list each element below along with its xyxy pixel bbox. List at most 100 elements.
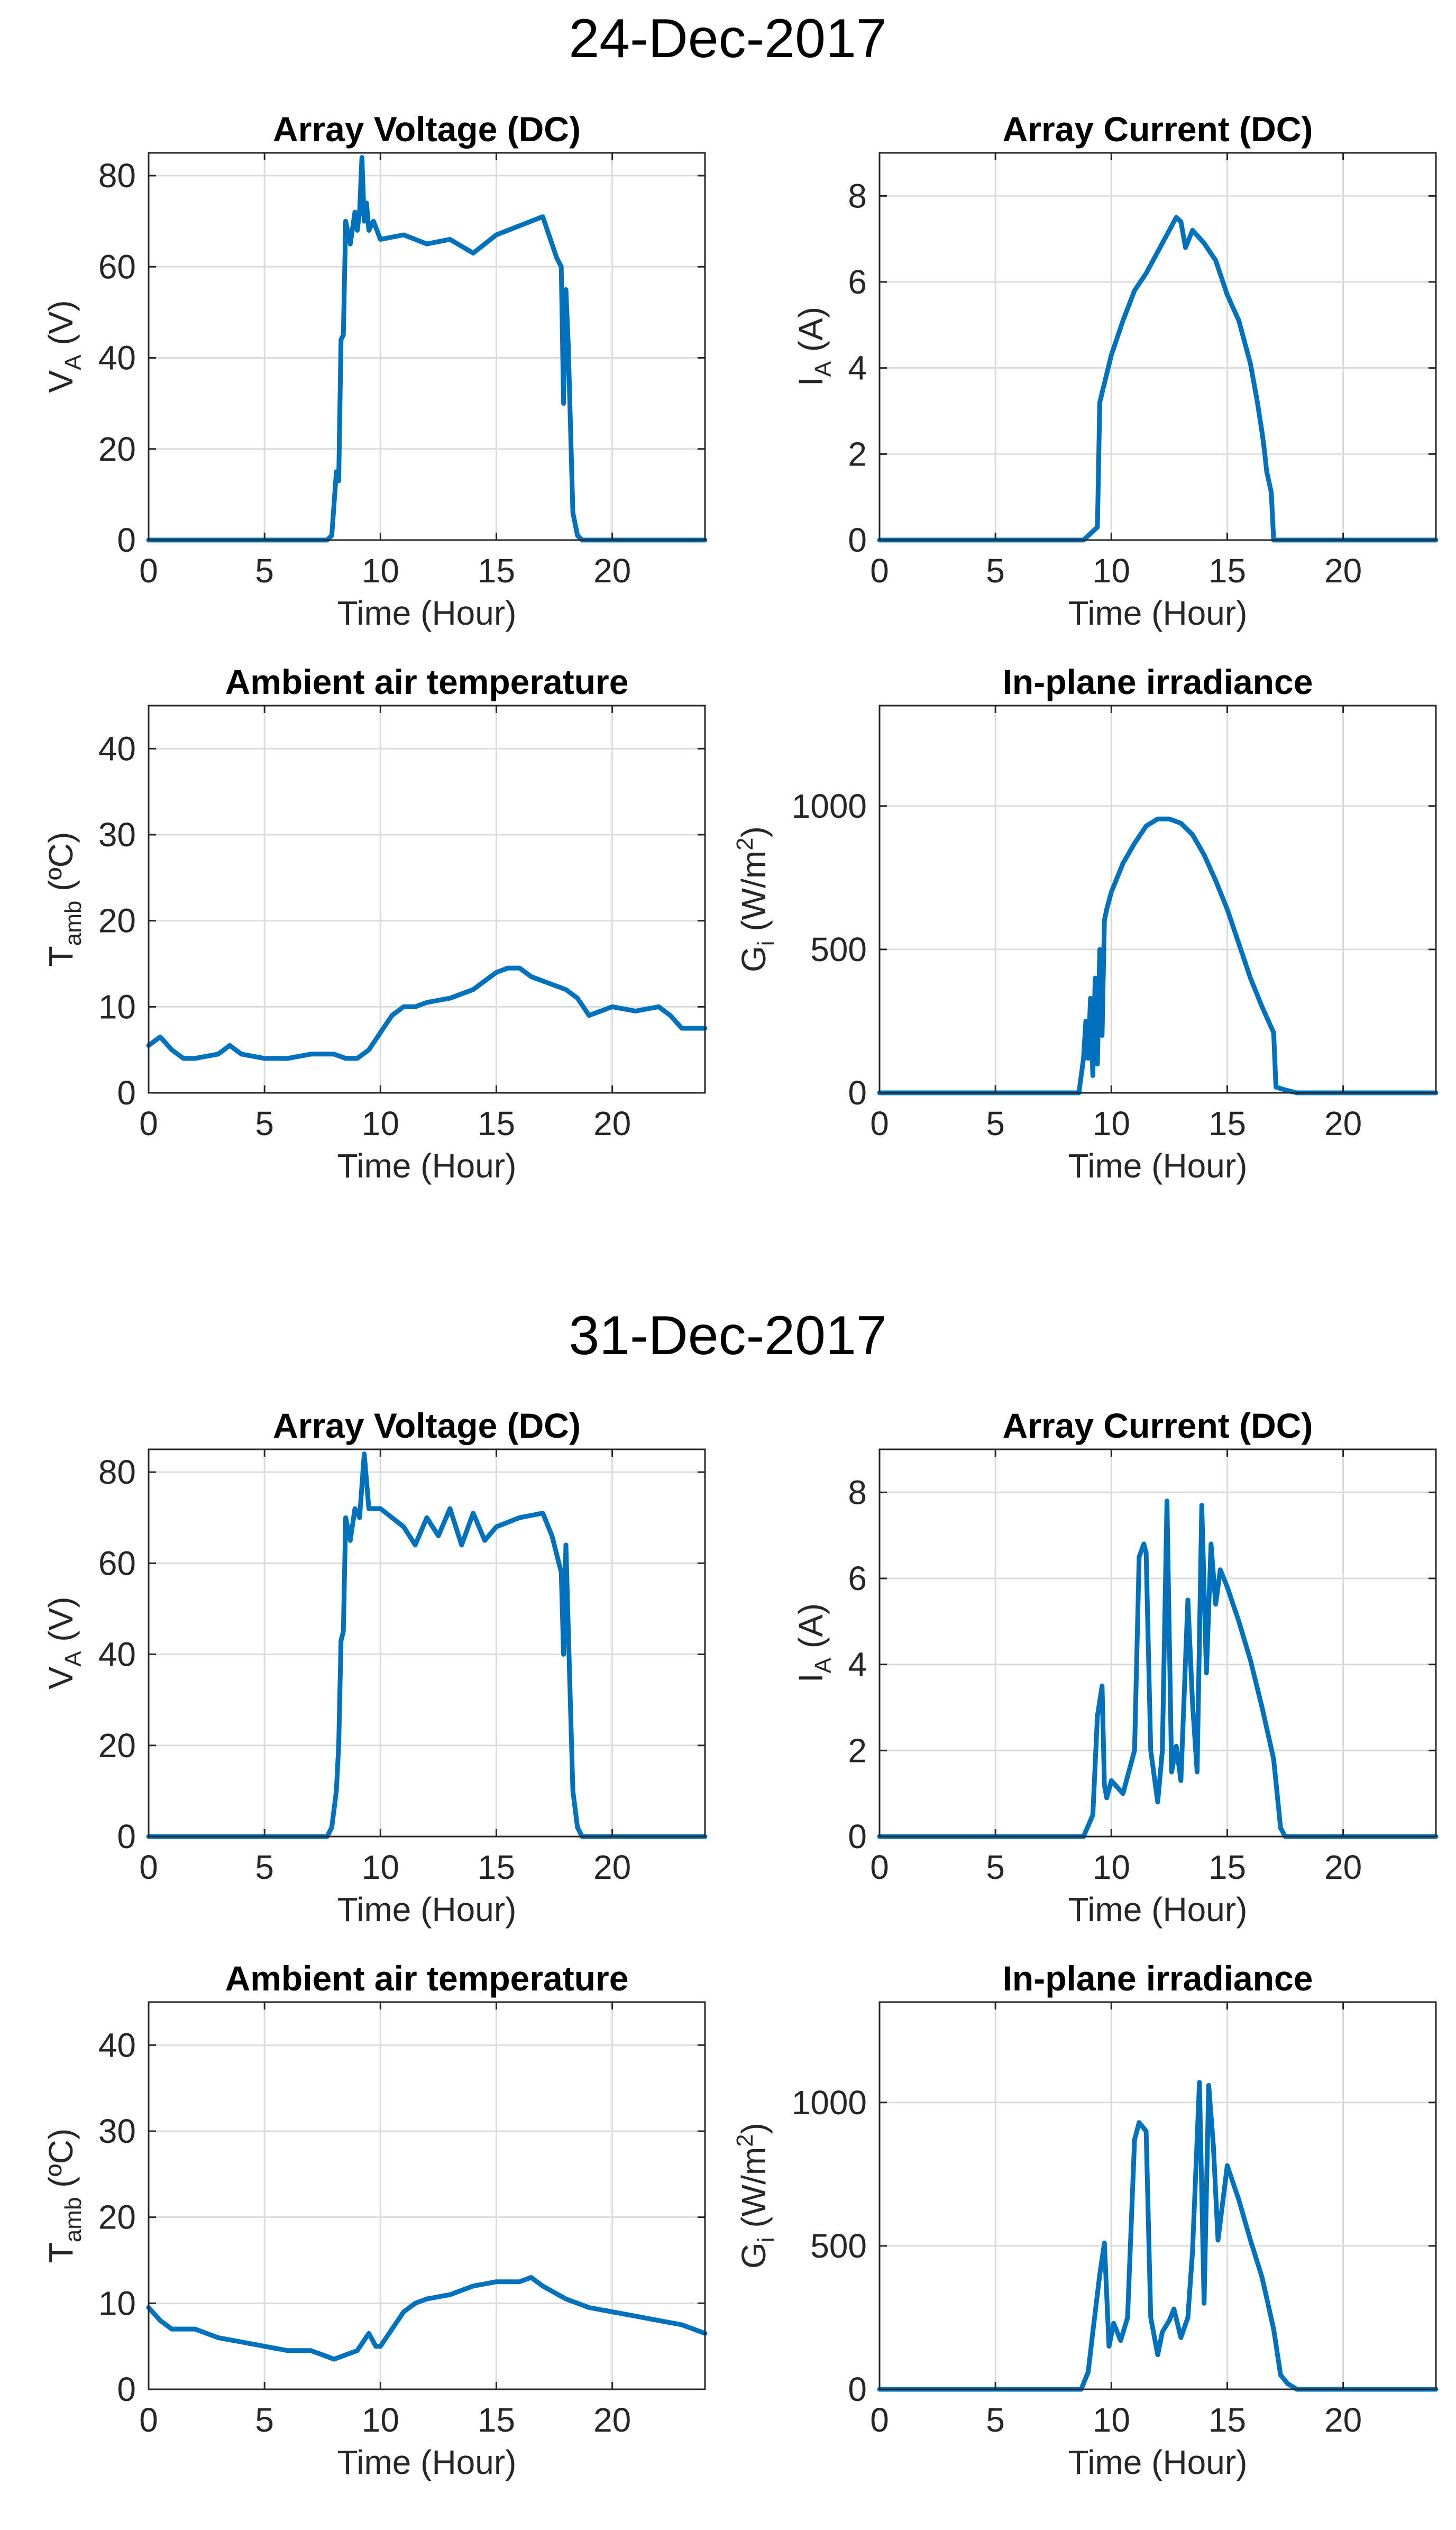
x-tick-label: 5: [986, 552, 1005, 590]
y-tick-label: 60: [98, 1544, 136, 1582]
data-series-line: [877, 2080, 1439, 2392]
y-tick-label: 8: [848, 1473, 867, 1511]
x-tick-label: 0: [870, 2401, 889, 2439]
y-tick-label: 20: [98, 1727, 136, 1765]
x-axis-label: Time (Hour): [337, 1147, 517, 1185]
x-tick-label: 10: [1093, 552, 1130, 590]
y-axis-label: VA (V): [42, 300, 86, 392]
y-tick-label: 8: [848, 177, 867, 215]
axes-box: [878, 152, 1437, 541]
x-tick-label: 5: [986, 2401, 1005, 2439]
x-tick-label: 10: [362, 552, 399, 590]
x-tick-label: 5: [255, 2401, 274, 2439]
subplot-1: 0 5 10 15 20 0 20 40 60 80 Array Voltage (DC) Time …: [42, 109, 708, 632]
y-tick-label: 4: [848, 1646, 867, 1684]
x-tick-label: 15: [1208, 1104, 1246, 1143]
y-axis-label: Tamb (ºC): [42, 2129, 86, 2263]
axes-box: [878, 705, 1437, 1094]
x-tick-label: 5: [255, 1848, 274, 1886]
subplot-title: Ambient air temperature: [225, 1959, 629, 1998]
x-tick-label: 15: [1208, 2401, 1246, 2439]
x-tick-label: 5: [255, 552, 274, 590]
y-tick-label: 80: [98, 157, 136, 195]
x-tick-label: 20: [593, 2401, 631, 2439]
x-tick-label: 0: [139, 2401, 158, 2439]
y-tick-label: 1000: [792, 787, 867, 825]
y-tick-label: 80: [98, 1453, 136, 1491]
y-tick-label: 40: [98, 339, 136, 377]
plot-area: [149, 153, 705, 540]
x-tick-label: 10: [1093, 1104, 1130, 1143]
x-tick-label: 20: [1324, 2401, 1362, 2439]
x-axis-label: Time (Hour): [1068, 1890, 1248, 1929]
subplot-title: Array Voltage (DC): [273, 109, 581, 149]
axes-box: [148, 705, 706, 1094]
x-tick-label: 15: [478, 552, 515, 590]
subplot-2: 0 5 10 15 20 0 2 4 6 8 Array Current (DC) Time (Hou…: [792, 109, 1439, 632]
subplot-7: 0 5 10 15 20 0 10 20 30 40 Ambient air temperature…: [42, 1959, 708, 2481]
x-tick-label: 15: [478, 1104, 515, 1143]
y-tick-label: 40: [98, 2026, 136, 2064]
x-tick-label: 20: [593, 552, 631, 590]
plot-area: [880, 153, 1436, 540]
x-tick-label: 20: [1324, 552, 1362, 590]
data-series-line: [877, 215, 1439, 543]
x-tick-label: 5: [255, 1104, 274, 1143]
x-axis-label: Time (Hour): [1068, 2443, 1248, 2481]
y-tick-label: 1000: [792, 2084, 867, 2122]
y-tick-label: 20: [98, 902, 136, 940]
x-tick-label: 0: [139, 552, 158, 590]
y-tick-label: 500: [810, 930, 867, 969]
y-axis-label: Gi (W/m2): [732, 826, 779, 972]
y-tick-label: 40: [98, 729, 136, 768]
x-tick-label: 20: [1324, 1848, 1362, 1886]
subplot-6: 0 5 10 15 20 0 2 4 6 8 Array Current (DC) Time (Hou…: [792, 1406, 1439, 1929]
subplot-title: Array Current (DC): [1003, 109, 1313, 149]
y-tick-label: 6: [848, 263, 867, 301]
y-tick-label: 40: [98, 1636, 136, 1674]
axes-box: [148, 2001, 706, 2390]
y-tick-label: 0: [848, 521, 867, 559]
axes-box: [878, 1448, 1437, 1838]
y-tick-label: 10: [98, 2284, 136, 2322]
y-tick-label: 20: [98, 430, 136, 468]
data-series-line: [146, 155, 708, 543]
subplot-title: Array Voltage (DC): [273, 1406, 581, 1445]
x-axis-label: Time (Hour): [337, 2443, 517, 2481]
y-axis-label: IA (A): [792, 1603, 836, 1683]
x-tick-label: 0: [139, 1848, 158, 1886]
plot-area: [880, 706, 1436, 1093]
x-tick-label: 15: [1208, 552, 1246, 590]
x-tick-label: 20: [1324, 1104, 1362, 1143]
subplot-title: In-plane irradiance: [1003, 662, 1313, 701]
y-tick-label: 0: [848, 1074, 867, 1112]
y-tick-label: 0: [117, 1817, 136, 1856]
subplot-title: In-plane irradiance: [1003, 1959, 1313, 1998]
x-tick-label: 10: [362, 1104, 399, 1143]
x-tick-label: 10: [362, 2401, 399, 2439]
y-tick-label: 2: [848, 435, 867, 473]
plot-area: [880, 2002, 1436, 2389]
x-axis-label: Time (Hour): [1068, 594, 1248, 632]
x-axis-label: Time (Hour): [337, 1890, 517, 1929]
data-series-line: [146, 965, 708, 1061]
x-tick-label: 0: [870, 1104, 889, 1143]
y-axis-label: IA (A): [792, 307, 836, 386]
data-series-line: [146, 2275, 708, 2362]
x-tick-label: 15: [1208, 1848, 1246, 1886]
subplot-4: 0 5 10 15 20 0 500 1000 In-plane irradiance Time …: [732, 662, 1439, 1185]
y-tick-label: 2: [848, 1731, 867, 1769]
subplot-3: 0 5 10 15 20 0 10 20 30 40 Ambient air temperature…: [42, 662, 708, 1185]
plot-area: [149, 2002, 705, 2389]
x-tick-label: 15: [478, 1848, 515, 1886]
x-tick-label: 20: [593, 1104, 631, 1143]
subplot-title: Array Current (DC): [1003, 1406, 1313, 1445]
plot-area: [149, 1449, 705, 1837]
x-tick-label: 5: [986, 1848, 1005, 1886]
axes-box: [148, 152, 706, 541]
data-series-line: [146, 1451, 708, 1839]
axes-box: [148, 1448, 706, 1838]
